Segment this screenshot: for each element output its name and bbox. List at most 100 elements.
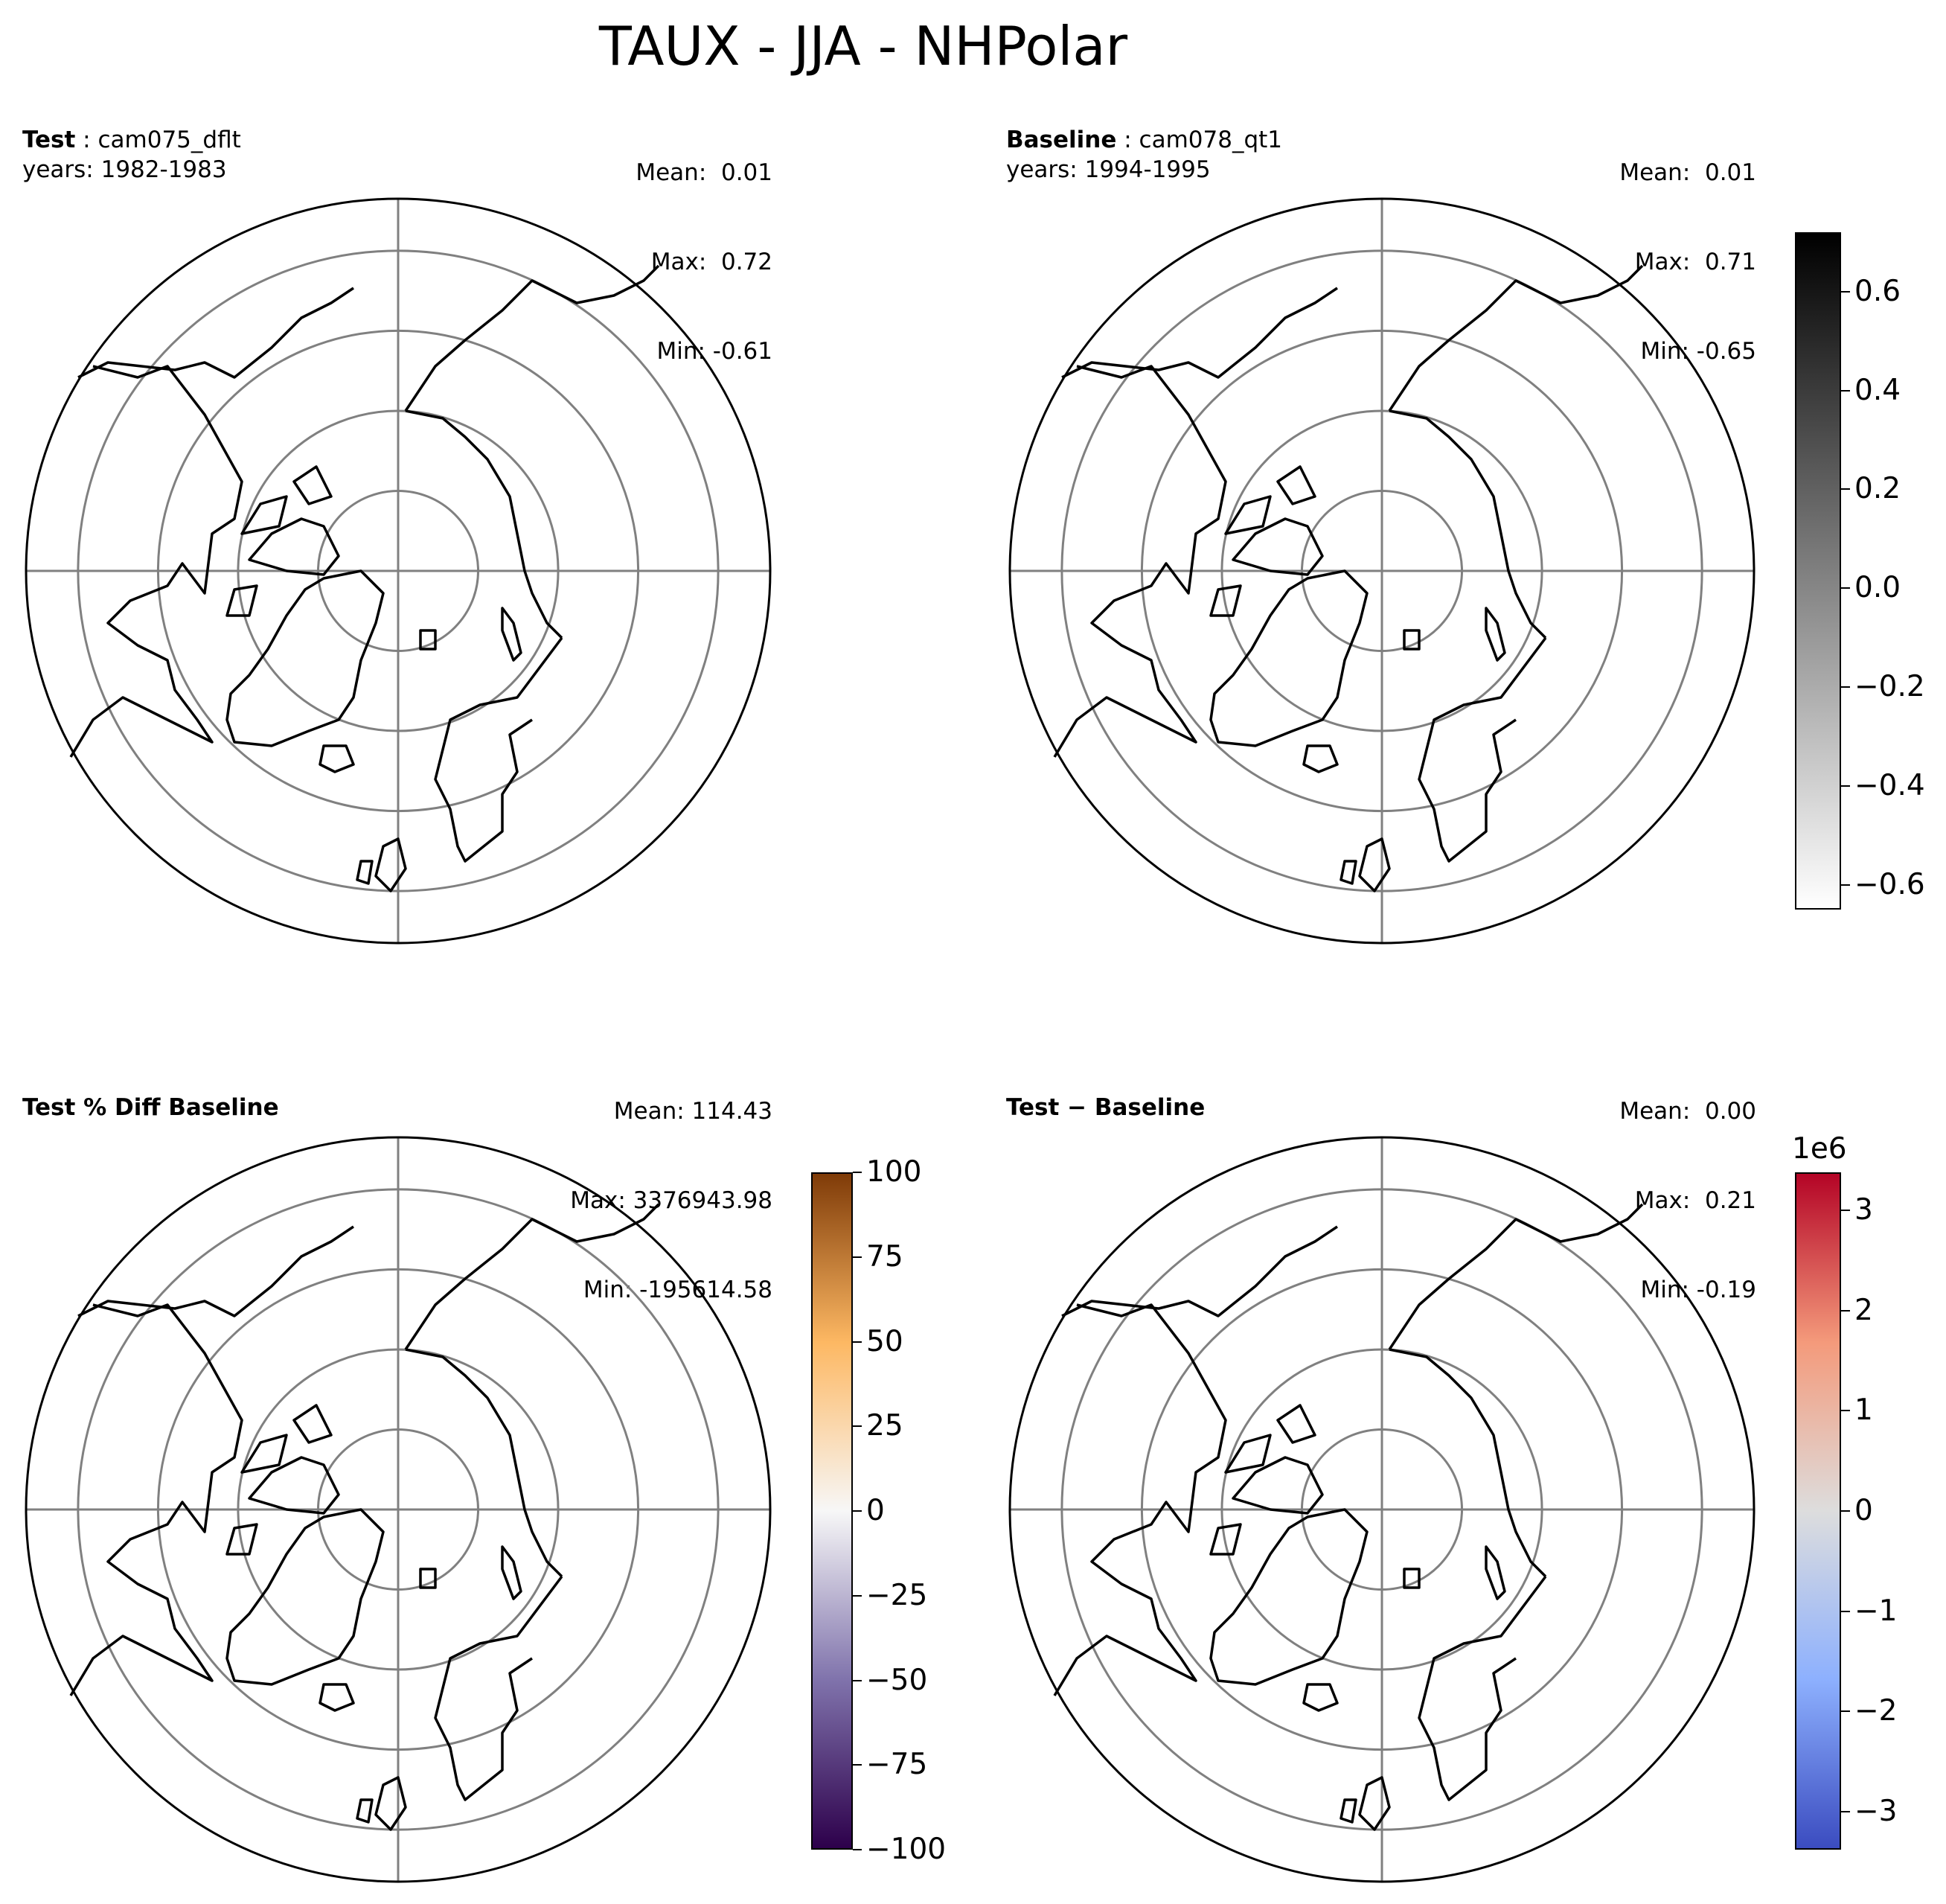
- coastline: [1276, 465, 1316, 505]
- colorbar-tick-label: 100: [866, 1155, 922, 1189]
- panel-diff-label-bold: Test − Baseline: [1006, 1094, 1206, 1121]
- colorbar-exponent: 1e6: [1792, 1132, 1847, 1166]
- coastline: [1389, 1348, 1547, 1578]
- panel-test-stats: Mean: 0.01 Max: 0.72 Min: -0.61: [636, 98, 772, 396]
- colorbar-tick-label: 1: [1854, 1393, 1873, 1428]
- coastline: [1403, 629, 1421, 651]
- panel-pctdiff-stats: Mean: 114.43 Max: 3376943.98 Min: -19561…: [570, 1037, 772, 1335]
- colorbar-tick: [1841, 1610, 1850, 1612]
- panel-diff-mean: Mean: 0.00: [1619, 1098, 1756, 1125]
- panel-test-label-sep: :: [75, 127, 98, 153]
- colorbar-tick-label: 0.0: [1854, 571, 1901, 605]
- colorbar-gradient: [1795, 1172, 1841, 1850]
- coastline: [240, 1434, 288, 1474]
- map-diff: [1008, 1136, 1755, 1883]
- colorbar-tick-label: 75: [866, 1239, 903, 1274]
- coastline: [501, 607, 522, 662]
- colorbar-tick: [853, 1341, 862, 1343]
- coastline: [225, 584, 258, 617]
- colorbar-tick: [853, 1510, 862, 1512]
- colorbar-tick-label: −25: [866, 1578, 928, 1612]
- colorbar-tick: [853, 1764, 862, 1766]
- coastline: [356, 1798, 374, 1824]
- panel-test-label: Test : cam075_dflt: [22, 125, 241, 155]
- colorbar-tick: [1841, 1309, 1850, 1312]
- colorbar-tick-label: 0.2: [1854, 472, 1901, 506]
- coastline: [1209, 584, 1242, 617]
- coastline: [1209, 569, 1369, 747]
- panel-test-case: cam075_dflt: [97, 127, 241, 153]
- panel-baseline-years: years: 1994-1995: [1006, 156, 1211, 183]
- coastline: [1276, 1404, 1316, 1444]
- colorbar-tick: [1841, 785, 1850, 787]
- coastline: [319, 744, 355, 773]
- colorbar-tick: [1841, 686, 1850, 689]
- panel-pctdiff-label: Test % Diff Baseline: [22, 1093, 279, 1122]
- map-boundary: [1008, 1136, 1755, 1883]
- map-pctdiff: [25, 1136, 772, 1883]
- colorbar-tick: [1841, 1710, 1850, 1713]
- coastline: [225, 569, 385, 747]
- colorbar-tick-label: −0.2: [1854, 670, 1925, 704]
- colorbar-tick-label: 25: [866, 1409, 903, 1443]
- colorbar-tick-label: −50: [866, 1663, 928, 1697]
- coastline: [1302, 1683, 1339, 1712]
- coastline: [1053, 1303, 1227, 1696]
- colorbar-tick-label: −1: [1854, 1594, 1898, 1628]
- colorbar-tick-label: −0.4: [1854, 768, 1925, 802]
- coastline: [405, 409, 563, 639]
- panel-diff-min: Min: -0.19: [1640, 1277, 1756, 1303]
- panel-baseline-max: Max: 0.71: [1634, 249, 1756, 275]
- coastline: [1302, 744, 1339, 773]
- colorbar-shared: −0.6 −0.4 −0.2 0.0 0.2 0.4 0.6: [1795, 232, 1925, 910]
- panel-test-min: Min: -0.61: [656, 338, 772, 365]
- panel-baseline-label-bold: Baseline: [1006, 127, 1117, 153]
- colorbar-tick: [853, 1849, 862, 1850]
- panel-baseline-label: Baseline : cam078_qt1: [1006, 125, 1282, 155]
- figure-title: TAUX - JJA - NHPolar: [598, 15, 1128, 77]
- colorbar-tick-label: 0: [866, 1494, 885, 1527]
- coastline: [1232, 517, 1324, 576]
- colorbar-tick: [1841, 290, 1850, 293]
- coastline: [1389, 409, 1547, 639]
- panel-pctdiff-mean: Mean: 114.43: [613, 1098, 772, 1125]
- coastline: [1209, 1523, 1242, 1556]
- panel-baseline-case: cam078_qt1: [1139, 127, 1282, 153]
- coastline: [248, 1456, 340, 1515]
- coastline: [1224, 1434, 1272, 1474]
- coastline: [292, 465, 333, 505]
- colorbar-tick: [1841, 1510, 1850, 1512]
- coastline: [1340, 860, 1357, 885]
- coastline: [1418, 636, 1547, 863]
- panel-baseline-mean: Mean: 0.01: [1619, 159, 1756, 186]
- map-test: [25, 197, 772, 945]
- coastline: [1340, 1798, 1357, 1824]
- coastline: [405, 1348, 563, 1578]
- coastline: [374, 1776, 407, 1831]
- colorbar-tick: [1841, 1410, 1850, 1412]
- coastline: [419, 629, 437, 651]
- colorbar-tick: [1841, 488, 1850, 491]
- panel-diff-label: Test − Baseline: [1006, 1093, 1205, 1122]
- coastline: [1485, 1545, 1506, 1600]
- coastline: [248, 517, 340, 576]
- colorbar-tick-label: −3: [1854, 1794, 1898, 1828]
- coastline: [1358, 1776, 1391, 1831]
- coastline: [1061, 1225, 1338, 1317]
- colorbar-tick: [1841, 1210, 1850, 1212]
- colorbar-tick: [853, 1425, 862, 1428]
- coastline: [1418, 1575, 1547, 1801]
- colorbar-tick-label: −75: [866, 1748, 928, 1782]
- coastline: [404, 1203, 660, 1350]
- panel-pctdiff-min: Min: -195614.58: [583, 1277, 772, 1303]
- coastline: [1388, 1203, 1644, 1350]
- coastline: [319, 1683, 355, 1712]
- coastline: [356, 860, 374, 885]
- map-baseline: [1008, 197, 1755, 945]
- panel-pctdiff-label-bold: Test % Diff Baseline: [22, 1094, 279, 1121]
- coastline: [404, 264, 660, 412]
- colorbar-tick-label: −100: [866, 1833, 947, 1866]
- coastline: [225, 1508, 385, 1686]
- colorbar-gradient: [811, 1172, 853, 1850]
- map-boundary: [25, 1136, 772, 1883]
